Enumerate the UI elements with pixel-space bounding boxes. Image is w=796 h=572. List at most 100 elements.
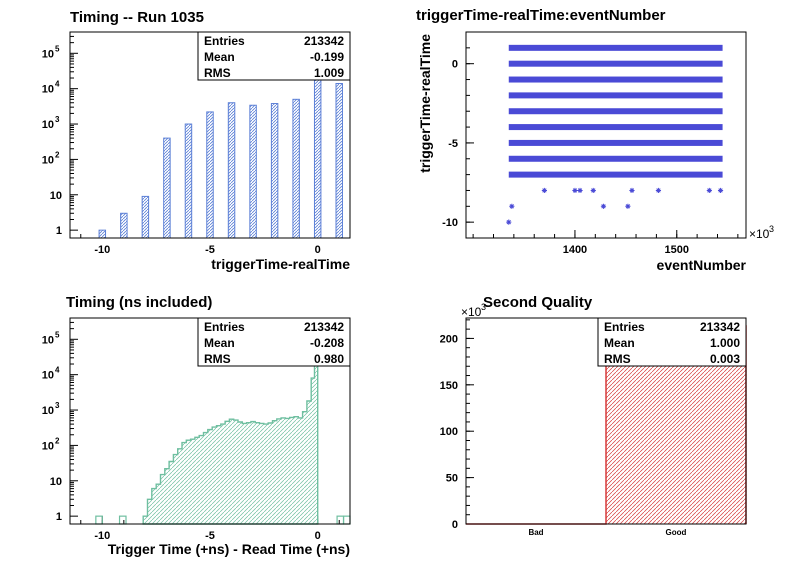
timing-run-ytick-exp-4: 4 <box>55 80 60 89</box>
timing-run-ytick-label-0: 1 <box>56 225 62 237</box>
timing-run-xtick-label-1: -5 <box>205 244 215 256</box>
trigger-vs-event-point-8 <box>629 187 635 194</box>
timing-run-stat-label-0: Entries <box>204 34 245 48</box>
timing-ns-stat-value-1: -0.208 <box>310 336 344 350</box>
timing-run-bar-6 <box>227 102 236 239</box>
timing-ns-ytick-label-5: 10 <box>42 334 54 346</box>
timing-run-bar-5 <box>206 111 214 239</box>
second-quality-stat-label-2: RMS <box>604 352 631 366</box>
timing-run-title: Timing -- Run 1035 <box>70 9 204 26</box>
trigger-vs-event-point-7 <box>625 203 631 209</box>
second-quality-ytick-label-1: 50 <box>446 473 458 485</box>
timing-run-ytick-label-5: 10 <box>42 48 54 60</box>
timing-run-bar-0 <box>98 229 107 239</box>
trigger-vs-event-point-4 <box>577 187 583 194</box>
timing-run-stat-label-1: Mean <box>204 50 235 64</box>
timing-ns-xtick-label-1: -5 <box>205 530 215 542</box>
second-quality-ytick-label-3: 150 <box>440 380 458 392</box>
timing-run-xtick-label-0: -10 <box>94 244 110 256</box>
trigger-vs-event-title: triggerTime-realTime:eventNumber <box>416 7 666 24</box>
timing-ns-outlier-bin-2 <box>336 515 345 525</box>
second-quality-y-multiplier: ×10 3 <box>461 302 486 319</box>
timing-run-bar-9 <box>292 98 300 239</box>
trigger-vs-event-ylabel: triggerTime-realTime <box>417 34 433 173</box>
timing-run-stat-value-0: 213342 <box>304 34 344 48</box>
trigger-vs-event-point-2 <box>541 187 547 194</box>
timing-ns-xtick-label-2: 0 <box>315 530 321 542</box>
timing-run-ytick-exp-5: 5 <box>55 44 60 53</box>
second-quality-stat-value-2: 0.003 <box>710 352 740 366</box>
timing-run-bar-8 <box>270 103 279 239</box>
timing-ns-ytick-exp-2: 2 <box>55 436 60 445</box>
trigger-vs-event-ytick-label-1: -5 <box>448 138 458 150</box>
trigger-vs-event-point-3 <box>572 187 578 194</box>
timing-ns-ytick-label-0: 1 <box>56 511 62 523</box>
timing-ns-stat-value-0: 213342 <box>304 320 344 334</box>
trigger-vs-event-band-4 <box>508 108 723 115</box>
second-quality-title: Second Quality <box>483 294 593 311</box>
trigger-vs-event-band-5 <box>508 124 723 131</box>
trigger-vs-event-xlabel: eventNumber <box>657 257 747 273</box>
timing-run-ytick-label-4: 10 <box>42 84 54 96</box>
trigger-vs-event-xtick-label-1: 1500 <box>665 244 689 256</box>
trigger-vs-event-band-3 <box>508 92 723 99</box>
timing-run-ytick-label-2: 10 <box>42 154 54 166</box>
timing-ns-marks <box>95 346 351 525</box>
timing-ns-title: Timing (ns included) <box>66 294 212 311</box>
second-quality-ytick-label-4: 200 <box>440 333 458 345</box>
trigger-vs-event-points <box>506 44 724 225</box>
second-quality-category-1: Good <box>666 528 687 537</box>
timing-run-stats-box: Entries 213342 Mean -0.199 RMS 1.009 <box>197 31 351 81</box>
x-multiplier-base: ×10 <box>749 227 770 241</box>
timing-ns-ytick-exp-4: 4 <box>55 366 60 375</box>
second-quality-category-0: Bad <box>528 528 543 537</box>
trigger-vs-event-band-6 <box>508 139 723 146</box>
timing-ns-stat-label-2: RMS <box>204 352 231 366</box>
second-quality-stat-label-1: Mean <box>604 336 635 350</box>
trigger-vs-event-point-1 <box>506 219 512 225</box>
trigger-vs-event-frame <box>465 31 747 239</box>
timing-run-bars <box>98 42 343 239</box>
timing-ns-stats-box: Entries 213342 Mean -0.208 RMS 0.980 <box>197 317 351 367</box>
timing-ns-outlier-bin-3 <box>342 515 351 525</box>
timing-ns-stat-label-0: Entries <box>204 320 245 334</box>
x-multiplier-exp: 3 <box>769 224 774 234</box>
trigger-vs-event-band-8 <box>508 171 723 178</box>
trigger-vs-event-point-6 <box>600 203 607 209</box>
timing-run-stat-label-2: RMS <box>204 66 231 80</box>
timing-ns-stats-frame <box>197 317 351 367</box>
y-multiplier-base: ×10 <box>461 305 482 319</box>
timing-ns-step-histogram <box>142 346 319 525</box>
timing-run-ytick-exp-3: 3 <box>55 115 60 124</box>
timing-run-bar-11 <box>335 82 343 239</box>
timing-run-bar-2 <box>141 195 150 239</box>
trigger-vs-event-ytick-label-2: -10 <box>442 217 458 229</box>
timing-run-bar-4 <box>184 123 193 239</box>
second-quality-stats-box: Entries 213342 Mean 1.000 RMS 0.003 <box>597 317 747 367</box>
timing-ns-ytick-exp-3: 3 <box>55 401 60 410</box>
trigger-vs-event-point-10 <box>706 187 712 194</box>
trigger-vs-event-band-1 <box>508 60 723 67</box>
second-quality-panel: Second Quality Bad Good 0 50 100 150 200 ×10 3… <box>440 294 747 537</box>
timing-ns-stat-label-1: Mean <box>204 336 235 350</box>
trigger-vs-event-x-multiplier: ×10 3 <box>749 224 774 241</box>
second-quality-ytick-label-0: 0 <box>452 519 458 531</box>
timing-run-xtick-label-2: 0 <box>315 244 321 256</box>
timing-run-ytick-label-3: 10 <box>42 119 54 131</box>
y-multiplier-exp: 3 <box>481 302 486 312</box>
timing-run-stat-value-1: -0.199 <box>310 50 344 64</box>
second-quality-stat-label-0: Entries <box>604 320 645 334</box>
timing-ns-ytick-label-3: 10 <box>42 405 54 417</box>
timing-ns-outlier-bin-1 <box>118 515 127 525</box>
timing-ns-xlabel: Trigger Time (+ns) - Read Time (+ns) <box>108 541 350 557</box>
timing-ns-ytick-exp-5: 5 <box>55 330 60 339</box>
trigger-vs-event-plot-frame <box>465 31 747 239</box>
timing-run-bar-7 <box>249 104 257 239</box>
trigger-vs-event-point-0 <box>509 203 515 209</box>
timing-run-ytick-exp-2: 2 <box>55 150 60 159</box>
second-quality-axes: Bad Good 0 50 100 150 200 <box>440 319 687 537</box>
timing-run-stats-frame <box>197 31 351 81</box>
